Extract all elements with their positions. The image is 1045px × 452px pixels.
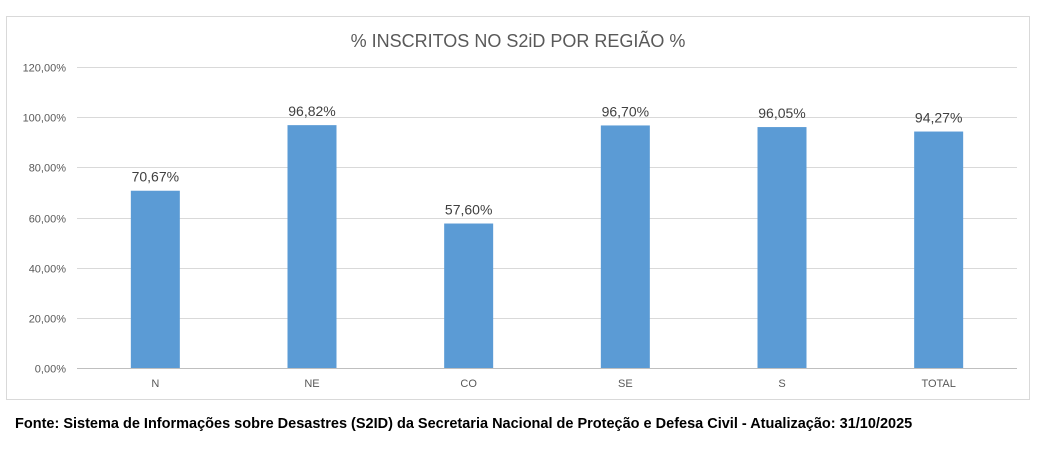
y-tick-label: 120,00% [23,63,67,75]
chart-title: % INSCRITOS NO S2iD POR REGIÃO % [351,30,686,51]
bar-chart: % INSCRITOS NO S2iD POR REGIÃO % 0,00% 20… [23,30,1017,390]
bar [600,125,650,368]
y-axis: 0,00% 20,00% 40,00% 60,00% 80,00% 100,00% 120,… [23,63,67,376]
y-tick-label: 20,00% [29,314,67,326]
y-tick-label: 80,00% [29,163,67,175]
bar [757,127,807,368]
x-tick-label: S [778,378,785,390]
bar [130,190,180,368]
bar [287,125,337,369]
x-tick-label: NE [304,378,319,390]
data-label: 70,67% [132,169,179,185]
x-tick-label: N [151,378,159,390]
data-label: 94,27% [915,110,962,126]
y-tick-label: 100,00% [23,113,67,125]
data-label: 96,05% [758,105,805,121]
data-label: 96,70% [602,103,649,119]
source-note: Fonte: Sistema de Informações sobre Desa… [15,416,913,432]
y-tick-label: 60,00% [29,214,67,226]
gridlines [77,67,1017,369]
data-label: 57,60% [445,202,492,218]
chart-frame: % INSCRITOS NO S2iD POR REGIÃO % 0,00% 20… [6,16,1030,400]
x-tick-label: SE [618,378,633,390]
y-tick-label: 0,00% [35,364,66,376]
bar [444,223,494,368]
y-tick-label: 40,00% [29,264,67,276]
data-label: 96,82% [288,103,335,119]
bar [914,131,964,368]
x-tick-label: CO [460,378,477,390]
x-tick-label: TOTAL [921,378,955,390]
x-axis: N NE CO SE S TOTAL [151,378,956,390]
bars [130,125,964,369]
data-labels: 70,67% 96,82% 57,60% 96,70% 96,05% 94,27% [132,103,963,217]
